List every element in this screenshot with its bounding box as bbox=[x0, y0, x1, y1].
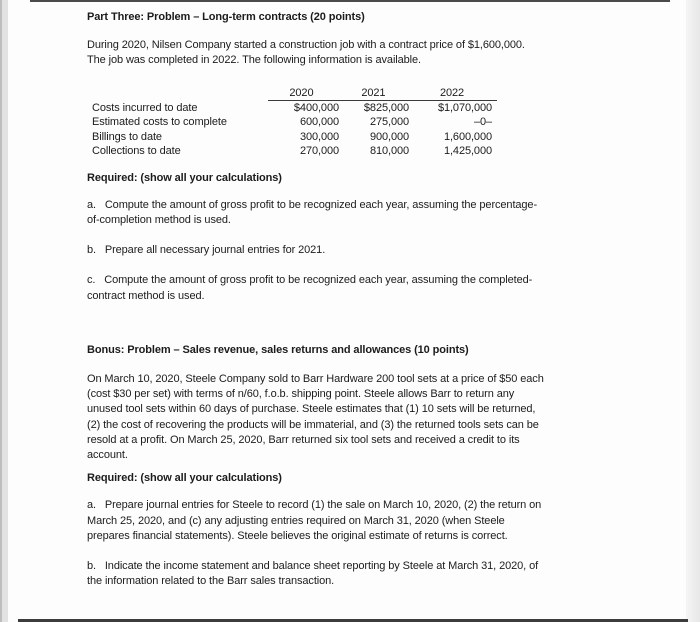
bonus-required-heading: Required: (show all your calculations) bbox=[87, 472, 282, 485]
table-row: Collections to date 270,000 810,000 1,42… bbox=[87, 144, 497, 158]
scan-bottom-edge bbox=[18, 619, 688, 622]
row-label: Billings to date bbox=[92, 130, 162, 143]
part-three-item-b: b. Prepare all necessary journal entries… bbox=[87, 244, 326, 257]
col-header-2021: 2021 bbox=[339, 86, 413, 102]
cell-value: 1,600,000 bbox=[443, 130, 492, 143]
cell-value: 810,000 bbox=[369, 145, 409, 158]
part-three-required-heading: Required: (show all your calculations) bbox=[87, 171, 282, 184]
table-row: Billings to date 300,000 900,000 1,600,0… bbox=[87, 130, 497, 144]
part-three-item-c: c. Compute the amount of gross profit to… bbox=[87, 274, 533, 302]
row-label: Collections to date bbox=[92, 145, 181, 158]
table-row: Estimated costs to complete 600,000 275,… bbox=[87, 115, 497, 129]
cell-value: $1,070,000 bbox=[437, 102, 492, 115]
col-header-2020: 2020 bbox=[268, 86, 340, 102]
cell-value: 300,000 bbox=[299, 130, 339, 143]
cell-value: 275,000 bbox=[369, 116, 409, 129]
scan-right-edge bbox=[686, 0, 700, 622]
cell-value: $825,000 bbox=[363, 102, 409, 115]
cell-value: –0– bbox=[473, 116, 492, 129]
scan-left-edge bbox=[0, 0, 8, 622]
col-header-2022: 2022 bbox=[412, 86, 497, 102]
cell-value: $400,000 bbox=[293, 102, 339, 115]
part-three-intro: During 2020, Nilsen Company started a co… bbox=[87, 39, 525, 67]
part-three-heading: Part Three: Problem – Long-term contract… bbox=[87, 11, 365, 23]
part-three-item-a: a. Compute the amount of gross profit to… bbox=[87, 198, 538, 227]
table-header-spacer bbox=[87, 86, 268, 101]
cell-value: 900,000 bbox=[369, 130, 409, 143]
document-content: Part Three: Problem – Long-term contract… bbox=[87, 10, 647, 590]
row-label: Costs incurred to date bbox=[92, 102, 198, 115]
table-header-row: 2020 2021 2022 bbox=[87, 86, 497, 102]
row-label: Estimated costs to complete bbox=[92, 116, 227, 129]
bonus-item-a: a. Prepare journal entries for Steele to… bbox=[87, 499, 542, 542]
scan-top-edge bbox=[30, 0, 670, 2]
cell-value: 270,000 bbox=[299, 145, 339, 158]
contract-data-table: 2020 2021 2022 Costs incurred to date $4… bbox=[87, 86, 497, 159]
cell-value: 1,425,000 bbox=[443, 145, 492, 158]
bonus-intro: On March 10, 2020, Steele Company sold t… bbox=[87, 373, 544, 462]
bonus-heading: Bonus: Problem – Sales revenue, sales re… bbox=[87, 343, 469, 356]
table-row: Costs incurred to date $400,000 $825,000… bbox=[87, 101, 497, 115]
cell-value: 600,000 bbox=[299, 116, 339, 129]
bonus-item-b: b. Indicate the income statement and bal… bbox=[87, 560, 539, 588]
